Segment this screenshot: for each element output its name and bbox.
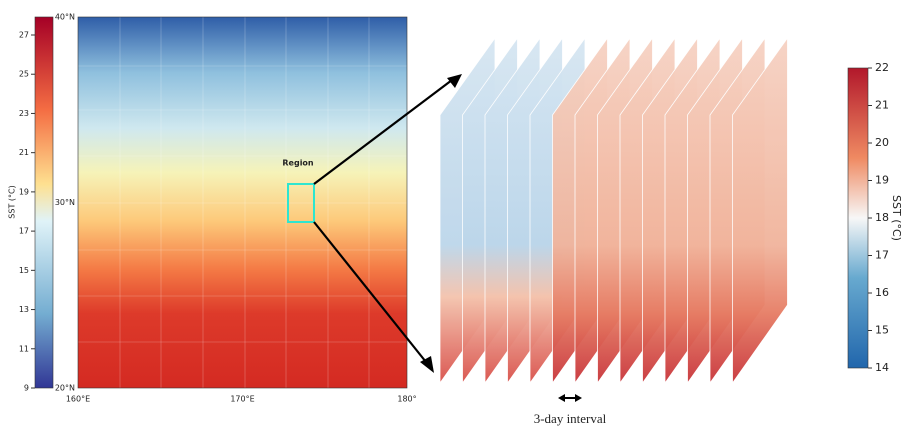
tick-label: 23	[19, 109, 29, 118]
tick-label: 17	[19, 227, 29, 236]
tick-label: 17	[875, 249, 889, 262]
tick-label: 21	[875, 99, 889, 112]
right-colorbar-label: SST (°C)	[890, 195, 901, 241]
lon-label: 180°	[397, 395, 416, 404]
sst-map	[78, 17, 407, 388]
tick-label: 20	[875, 136, 889, 149]
tick-label: 19	[875, 174, 889, 187]
lat-label: 20°N	[55, 384, 75, 393]
lon-label: 160°E	[66, 395, 90, 404]
tick-label: 15	[875, 324, 889, 337]
lon-labels: 160°E 170°E 180°	[66, 395, 417, 404]
lat-labels: 40°N 30°N 20°N	[55, 13, 75, 393]
region-label: Region	[282, 159, 314, 168]
left-colorbar	[35, 17, 53, 388]
figure: SST (°C) 27 25 23 21 19 17 15 13 11 9 40°N 30°N 20°…	[0, 0, 901, 428]
sst-slices	[440, 38, 788, 383]
tick-label: 16	[875, 286, 889, 299]
tick-label: 18	[875, 211, 889, 224]
tick-label: 27	[19, 31, 29, 40]
tick-label: 9	[24, 384, 29, 393]
tick-label: 14	[875, 361, 889, 374]
lon-label: 170°E	[230, 395, 254, 404]
lat-label: 30°N	[55, 198, 75, 207]
right-colorbar	[848, 68, 868, 368]
tick-label: 21	[19, 148, 29, 157]
interval-label: 3-day interval	[534, 411, 607, 426]
tick-label: 25	[19, 70, 29, 79]
interval-arrow	[558, 394, 582, 402]
tick-label: 19	[19, 187, 29, 196]
tick-label: 11	[19, 344, 29, 353]
lat-label: 40°N	[55, 13, 75, 22]
tick-label: 13	[19, 305, 29, 314]
left-colorbar-label: SST (°C)	[8, 185, 17, 218]
left-colorbar-ticks: 27 25 23 21 19 17 15 13 11 9	[19, 31, 35, 393]
right-colorbar-ticks: 22 21 20 19 18 17 16 15 14	[868, 61, 889, 374]
tick-label: 15	[19, 266, 29, 275]
tick-label: 22	[875, 61, 889, 74]
